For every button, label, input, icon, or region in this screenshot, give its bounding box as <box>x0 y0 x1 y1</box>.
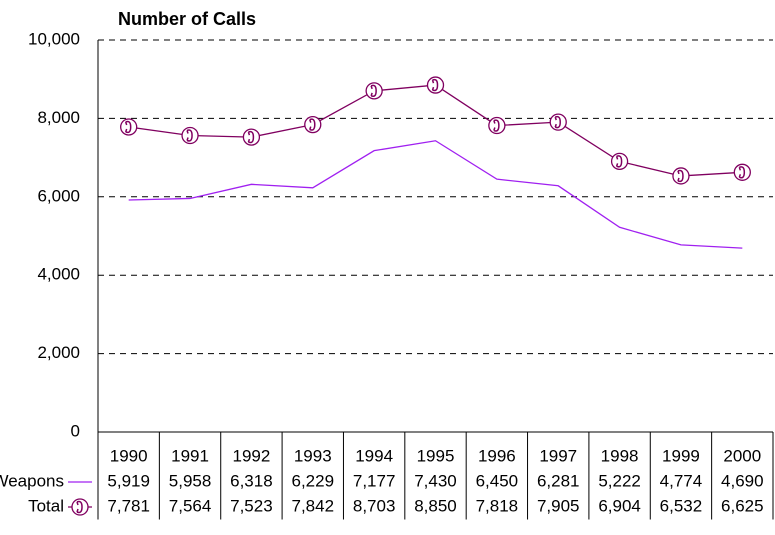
marker <box>488 116 506 135</box>
table-value: 7,842 <box>291 496 334 515</box>
marker <box>120 118 138 136</box>
marker-circle <box>365 82 383 100</box>
series-line <box>128 140 743 249</box>
marker-phone <box>493 119 500 132</box>
x-tick-label: 1990 <box>110 446 148 465</box>
marker-circle <box>426 76 445 94</box>
table-value: 6,450 <box>476 471 519 490</box>
x-tick-label: 1991 <box>171 446 209 465</box>
table-value: 7,818 <box>476 496 519 515</box>
x-tick-label: 1995 <box>417 446 455 465</box>
table-value: 6,532 <box>660 496 703 515</box>
table-value: 7,177 <box>353 471 396 490</box>
marker <box>610 152 629 171</box>
marker-phone <box>370 84 377 98</box>
table-value: 8,850 <box>414 496 457 515</box>
table-value: 6,229 <box>291 471 334 490</box>
x-tick-label: 1997 <box>539 446 577 465</box>
marker-circle <box>488 116 506 135</box>
marker-phone <box>76 500 83 514</box>
marker-circle <box>304 115 322 134</box>
marker <box>181 126 199 145</box>
table-value: 6,904 <box>598 496 641 515</box>
marker <box>304 115 322 134</box>
marker-circle <box>672 167 690 185</box>
legend-label: Weapons <box>0 471 64 490</box>
table-value: 6,625 <box>721 496 764 515</box>
marker <box>733 163 751 181</box>
marker-phone <box>677 169 684 183</box>
marker-circle <box>242 128 261 146</box>
table-value: 8,703 <box>353 496 396 515</box>
marker-circle <box>733 163 751 181</box>
x-tick-label: 1994 <box>355 446 393 465</box>
marker-circle <box>120 118 138 136</box>
x-tick-label: 1999 <box>662 446 700 465</box>
table-value: 5,919 <box>107 471 150 490</box>
marker-circle <box>610 152 629 171</box>
marker-phone <box>186 129 193 142</box>
marker <box>365 82 383 100</box>
chart-title: Number of Calls <box>118 9 256 29</box>
x-tick-label: 1992 <box>232 446 270 465</box>
y-tick-label: 8,000 <box>37 108 80 127</box>
table-value: 4,690 <box>721 471 764 490</box>
table-value: 6,318 <box>230 471 273 490</box>
table-value: 5,958 <box>169 471 212 490</box>
table-value: 7,523 <box>230 496 273 515</box>
x-tick-label: 1996 <box>478 446 516 465</box>
marker-phone <box>431 78 439 92</box>
marker-phone <box>247 130 255 144</box>
y-tick-label: 4,000 <box>37 265 80 284</box>
marker <box>242 128 261 146</box>
table-value: 4,774 <box>660 471 703 490</box>
marker <box>71 498 89 516</box>
marker-phone <box>124 120 132 134</box>
marker-circle <box>71 498 89 516</box>
table-value: 7,564 <box>169 496 212 515</box>
marker-circle <box>181 126 199 145</box>
marker-circle <box>549 113 567 131</box>
x-tick-label: 1993 <box>294 446 332 465</box>
marker-phone <box>309 118 316 131</box>
legend-label: Total <box>28 496 64 515</box>
y-tick-label: 10,000 <box>28 29 80 48</box>
table-value: 7,430 <box>414 471 457 490</box>
marker <box>549 113 567 131</box>
y-tick-label: 0 <box>71 421 80 440</box>
marker <box>672 167 690 185</box>
table-value: 7,905 <box>537 496 580 515</box>
marker-phone <box>554 115 561 129</box>
marker <box>426 76 445 94</box>
marker-phone <box>615 155 623 168</box>
x-tick-label: 2000 <box>723 446 761 465</box>
table-value: 6,281 <box>537 471 580 490</box>
y-tick-label: 2,000 <box>37 343 80 362</box>
y-tick-label: 6,000 <box>37 186 80 205</box>
table-value: 7,781 <box>107 496 150 515</box>
x-tick-label: 1998 <box>601 446 639 465</box>
marker-phone <box>738 166 746 179</box>
series-line <box>128 84 743 177</box>
table-value: 5,222 <box>598 471 641 490</box>
